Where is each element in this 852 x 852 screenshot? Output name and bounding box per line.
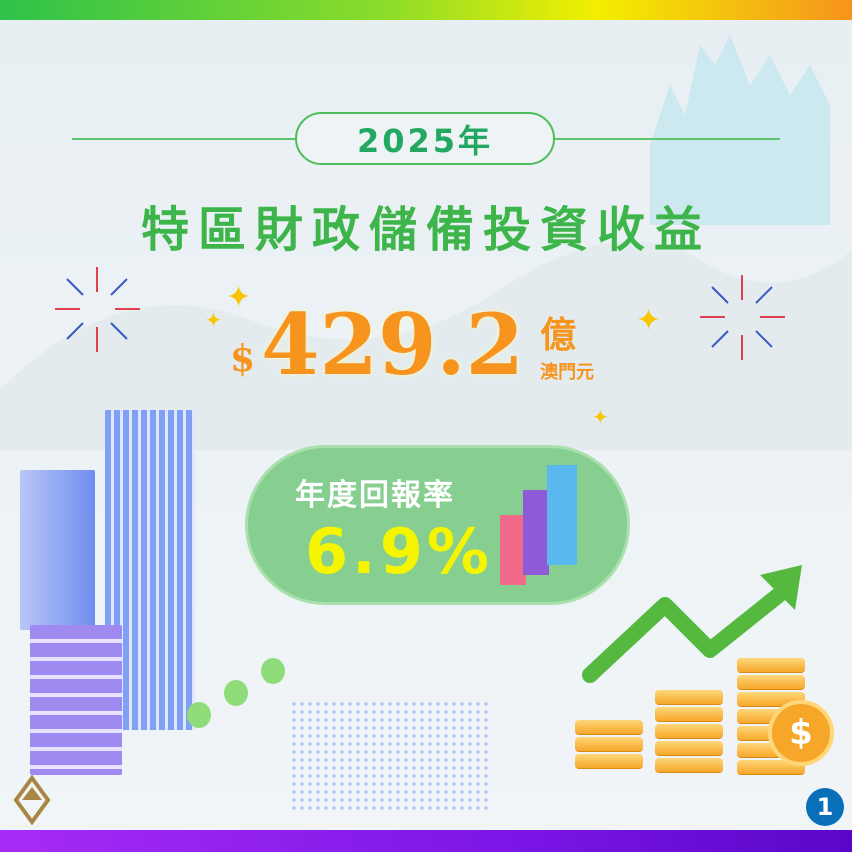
income-value: 429.2 <box>261 295 525 394</box>
coin-stack-icon <box>655 690 723 772</box>
building-icon <box>30 625 122 775</box>
bar-chart-icon <box>500 465 577 585</box>
bottom-gradient-bar <box>0 830 852 852</box>
sparkle-icon: ✦ <box>205 308 222 332</box>
coin-stack-icon <box>575 720 643 768</box>
sparkle-icon: ✦ <box>592 405 609 429</box>
unit-label: 億 <box>540 314 577 356</box>
tree-icon <box>261 658 285 684</box>
firework-icon <box>700 275 785 360</box>
logo-icon <box>13 775 51 825</box>
year-badge: 2025年 <box>295 112 555 165</box>
dollar-coin-icon: $ <box>768 700 834 766</box>
top-gradient-bar <box>0 0 852 20</box>
return-rate-value: 6.9% <box>305 515 493 588</box>
currency-name: 澳門元 <box>540 362 595 383</box>
sparkle-icon: ✦ <box>226 280 252 315</box>
up-arrow-icon <box>582 565 802 683</box>
world-map-decoration <box>290 700 490 810</box>
page-number-badge: 1 <box>806 788 844 826</box>
page-title: 特區財政儲備投資收益 <box>140 202 711 258</box>
firework-icon <box>55 267 140 352</box>
investment-income: $ 429.2 億澳門元 <box>230 300 594 390</box>
stock-chart-decoration <box>650 35 830 225</box>
return-rate-label: 年度回報率 <box>295 478 455 513</box>
currency-symbol: $ <box>230 338 256 380</box>
building-icon <box>20 470 95 630</box>
tree-icon <box>224 680 248 706</box>
sparkle-icon: ✦ <box>636 303 662 338</box>
tree-icon <box>187 702 211 728</box>
mountain-background <box>0 240 852 450</box>
